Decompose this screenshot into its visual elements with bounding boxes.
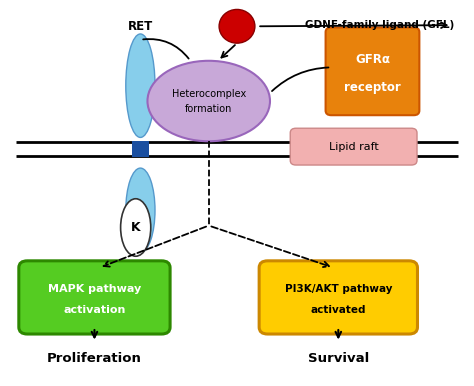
Text: GDNF-family ligand (GFL): GDNF-family ligand (GFL)	[304, 20, 454, 30]
Ellipse shape	[147, 61, 270, 141]
FancyBboxPatch shape	[326, 27, 419, 115]
Text: activated: activated	[310, 305, 366, 315]
FancyBboxPatch shape	[19, 261, 170, 334]
Text: Heterocomplex: Heterocomplex	[172, 89, 246, 99]
Text: Survival: Survival	[308, 352, 369, 366]
Bar	[132, 141, 149, 157]
FancyBboxPatch shape	[259, 261, 418, 334]
Text: K: K	[131, 221, 140, 234]
Text: GFRα: GFRα	[355, 53, 390, 66]
Text: activation: activation	[63, 305, 126, 315]
Ellipse shape	[219, 9, 255, 43]
Ellipse shape	[126, 34, 155, 137]
Text: receptor: receptor	[344, 81, 401, 93]
Text: formation: formation	[185, 105, 232, 115]
FancyBboxPatch shape	[290, 128, 417, 165]
Ellipse shape	[120, 199, 151, 256]
Text: PI3K/AKT pathway: PI3K/AKT pathway	[284, 284, 392, 293]
Text: RET: RET	[128, 20, 153, 33]
Ellipse shape	[126, 168, 155, 252]
Text: Proliferation: Proliferation	[47, 352, 142, 366]
Text: Lipid raft: Lipid raft	[329, 142, 379, 152]
Text: MAPK pathway: MAPK pathway	[48, 284, 141, 293]
